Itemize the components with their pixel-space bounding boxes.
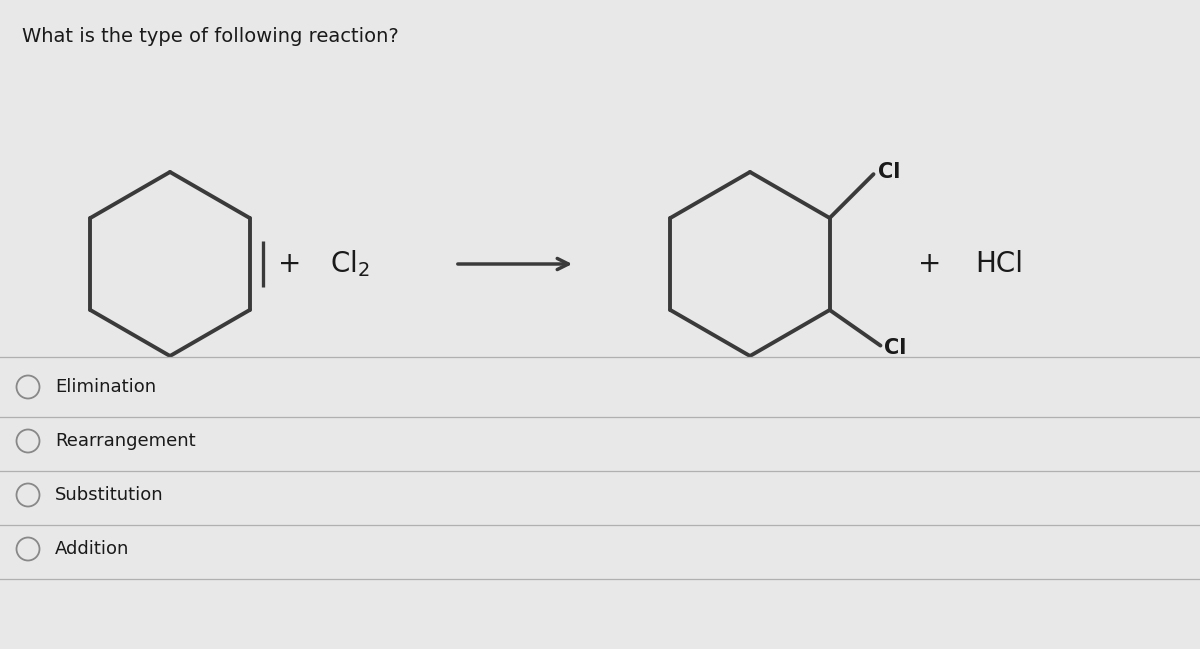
Text: HCl: HCl [974, 250, 1022, 278]
Text: Cl: Cl [884, 337, 907, 358]
Text: +: + [278, 250, 301, 278]
Text: Elimination: Elimination [55, 378, 156, 396]
Text: Cl: Cl [877, 162, 900, 182]
Text: Rearrangement: Rearrangement [55, 432, 196, 450]
Text: Addition: Addition [55, 540, 130, 558]
Text: +: + [918, 250, 942, 278]
Text: What is the type of following reaction?: What is the type of following reaction? [22, 27, 398, 46]
Text: Substitution: Substitution [55, 486, 163, 504]
Text: Cl$_2$: Cl$_2$ [330, 249, 370, 280]
